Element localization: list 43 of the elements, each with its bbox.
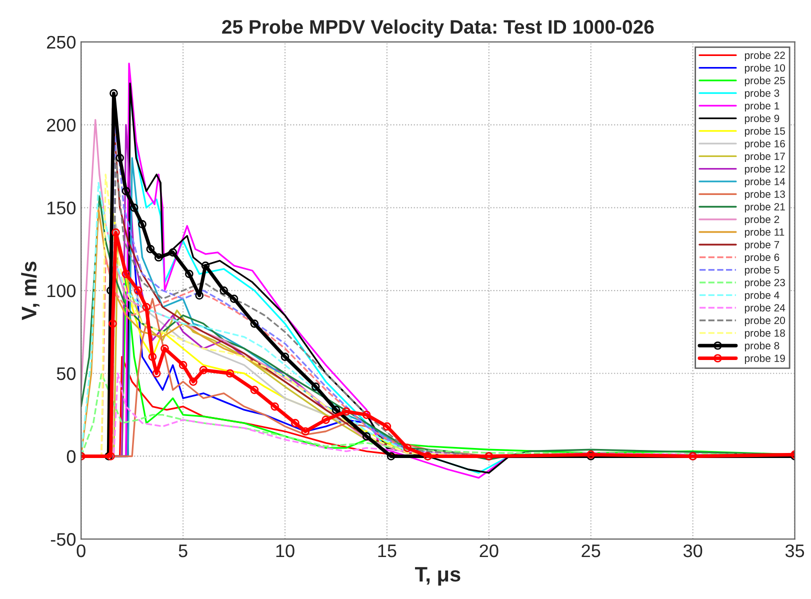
legend-label: probe 1 [744, 102, 780, 112]
legend-label: probe 21 [744, 202, 785, 213]
y-tick-label: 200 [47, 118, 76, 132]
x-tick-label: 35 [785, 544, 804, 558]
x-tick-label: 30 [683, 544, 702, 558]
legend-label: probe 6 [744, 253, 780, 264]
legend-label: probe 13 [744, 190, 785, 200]
x-tick-label: 20 [480, 544, 498, 558]
legend-label: probe 16 [744, 140, 785, 150]
y-tick-label: -50 [50, 533, 76, 546]
y-tick-label: 250 [47, 36, 76, 49]
legend-label: probe 19 [744, 354, 785, 364]
legend-label: probe 14 [744, 178, 786, 188]
x-tick-label: 5 [178, 544, 188, 558]
legend-label: probe 22 [744, 51, 785, 62]
legend-label: probe 7 [744, 240, 780, 250]
legend-label: probe 5 [744, 266, 780, 276]
y-tick-label: 0 [66, 450, 76, 463]
x-tick-label: 15 [378, 544, 396, 558]
legend-label: probe 8 [744, 342, 780, 352]
legend-label: probe 2 [744, 215, 780, 226]
legend-label: probe 20 [744, 316, 785, 326]
y-axis-title: V, m/s [21, 262, 40, 320]
legend-label: probe 12 [744, 164, 785, 175]
legend-label: probe 3 [744, 89, 780, 99]
x-tick-label: 0 [76, 544, 86, 558]
y-tick-label: 150 [47, 202, 76, 214]
y-tick-label: 100 [47, 284, 76, 298]
x-axis-title: T, μs [415, 567, 460, 586]
legend-label: probe 17 [744, 152, 785, 162]
legend-label: probe 11 [744, 228, 784, 238]
x-tick-label: 25 [582, 544, 600, 558]
legend-label: probe 4 [744, 291, 780, 301]
chart-title: 25 Probe MPDV Velocity Data: Test ID 1000-026 [222, 20, 654, 38]
legend-label: probe 25 [744, 76, 785, 86]
y-tick-label: 50 [56, 367, 76, 380]
legend-label: probe 24 [744, 304, 786, 314]
legend-label: probe 18 [744, 329, 785, 339]
legend-label: probe 23 [744, 278, 785, 288]
legend-label: probe 10 [744, 64, 785, 74]
x-tick-label: 10 [276, 544, 294, 558]
legend-label: probe 15 [744, 127, 785, 137]
legend-label: probe 9 [744, 114, 780, 124]
